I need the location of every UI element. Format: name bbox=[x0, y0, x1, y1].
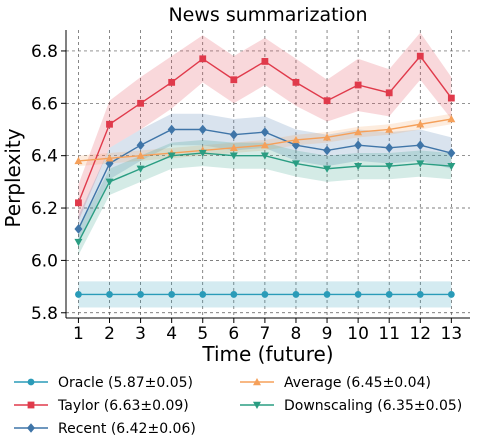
data-point bbox=[416, 160, 425, 168]
y-tick-label: 5.8 bbox=[31, 304, 58, 324]
data-point bbox=[291, 135, 300, 144]
legend-label: Recent (6.42±0.06) bbox=[58, 421, 196, 437]
y-tick-label: 6.2 bbox=[31, 199, 58, 219]
x-tick-label: 10 bbox=[347, 324, 369, 344]
data-point bbox=[447, 291, 455, 298]
data-point bbox=[354, 140, 363, 150]
data-point bbox=[292, 78, 300, 86]
x-tick-label: 7 bbox=[259, 324, 270, 344]
data-point bbox=[136, 140, 145, 150]
y-tick-label: 6.0 bbox=[31, 251, 58, 271]
data-point bbox=[385, 291, 393, 298]
data-point bbox=[229, 143, 238, 152]
data-point bbox=[105, 154, 114, 162]
data-point bbox=[416, 52, 424, 60]
data-point bbox=[260, 127, 269, 137]
y-tick-label: 6.8 bbox=[31, 42, 58, 62]
legend-label: Average (6.45±0.04) bbox=[284, 375, 431, 391]
data-point bbox=[385, 162, 394, 171]
chart-title: News summarization bbox=[168, 4, 367, 26]
legend-marker bbox=[253, 378, 261, 386]
data-point bbox=[261, 58, 269, 65]
data-point bbox=[447, 115, 456, 123]
data-point bbox=[292, 291, 300, 298]
data-point bbox=[323, 145, 332, 156]
data-point bbox=[136, 151, 145, 159]
data-point bbox=[323, 97, 331, 105]
data-point bbox=[105, 178, 114, 186]
data-point bbox=[323, 165, 332, 173]
data-point bbox=[385, 143, 394, 153]
data-point bbox=[354, 291, 362, 298]
data-point bbox=[230, 76, 238, 84]
x-tick-label: 4 bbox=[166, 324, 177, 344]
data-point bbox=[416, 140, 425, 150]
x-tick-label: 13 bbox=[441, 324, 463, 344]
x-tick-label: 3 bbox=[135, 324, 146, 344]
legend-marker bbox=[27, 378, 35, 386]
legend-marker bbox=[253, 401, 261, 409]
data-point bbox=[167, 124, 176, 135]
data-point bbox=[260, 152, 269, 160]
data-point bbox=[229, 152, 238, 160]
data-point bbox=[74, 238, 83, 247]
data-point bbox=[106, 120, 113, 128]
x-tick-label: 1 bbox=[73, 324, 84, 344]
data-point bbox=[416, 120, 425, 128]
y-axis-title: Perplexity bbox=[1, 128, 25, 227]
data-point bbox=[354, 81, 362, 89]
data-point bbox=[168, 78, 176, 86]
data-point bbox=[75, 199, 82, 207]
data-point bbox=[230, 291, 238, 298]
data-point bbox=[198, 124, 207, 135]
plot-area: 5.86.06.26.46.66.81 2 3 4 5 6 7 8 9 10 11 12 13 bbox=[31, 30, 470, 344]
data-point bbox=[106, 291, 113, 298]
data-point bbox=[447, 94, 455, 102]
legend-label: Downscaling (6.35±0.05) bbox=[284, 398, 462, 414]
data-point bbox=[291, 140, 300, 150]
y-tick-label: 6.6 bbox=[31, 94, 58, 114]
legend-label: Oracle (5.87±0.05) bbox=[58, 375, 193, 391]
x-tick-label: 11 bbox=[378, 324, 400, 344]
data-point bbox=[354, 128, 363, 136]
legend-marker bbox=[27, 423, 35, 433]
data-point bbox=[354, 162, 363, 171]
data-point bbox=[167, 152, 176, 160]
x-tick-label: 8 bbox=[291, 324, 302, 344]
x-tick-label: 6 bbox=[228, 324, 239, 344]
data-point bbox=[323, 133, 332, 141]
x-tick-label: 5 bbox=[197, 324, 208, 344]
legend-label: Taylor (6.63±0.09) bbox=[57, 398, 189, 414]
data-point bbox=[199, 291, 207, 298]
legend-marker bbox=[27, 401, 35, 409]
data-point bbox=[260, 141, 269, 149]
data-point bbox=[416, 291, 424, 298]
data-point bbox=[136, 165, 145, 173]
data-point bbox=[385, 125, 394, 133]
data-point bbox=[74, 156, 83, 165]
data-point bbox=[168, 291, 176, 298]
x-axis-title: Time (future) bbox=[201, 342, 333, 366]
y-tick-label: 6.4 bbox=[31, 147, 58, 167]
x-tick-label: 2 bbox=[104, 324, 115, 344]
x-tick-label: 12 bbox=[409, 324, 431, 344]
data-point bbox=[385, 89, 393, 97]
data-point bbox=[323, 291, 331, 298]
data-point bbox=[447, 162, 456, 171]
data-point bbox=[75, 291, 82, 298]
data-point bbox=[261, 291, 269, 298]
data-point bbox=[137, 99, 144, 107]
data-point bbox=[447, 148, 456, 158]
legend: Oracle (5.87±0.05) Taylor (6.63±0.09) Rece… bbox=[14, 375, 462, 437]
x-tick-label: 9 bbox=[322, 324, 333, 344]
data-point bbox=[199, 55, 207, 63]
data-point bbox=[229, 129, 238, 140]
data-point bbox=[198, 149, 207, 158]
data-point bbox=[137, 291, 144, 298]
data-point bbox=[74, 224, 83, 234]
data-point bbox=[291, 160, 300, 168]
